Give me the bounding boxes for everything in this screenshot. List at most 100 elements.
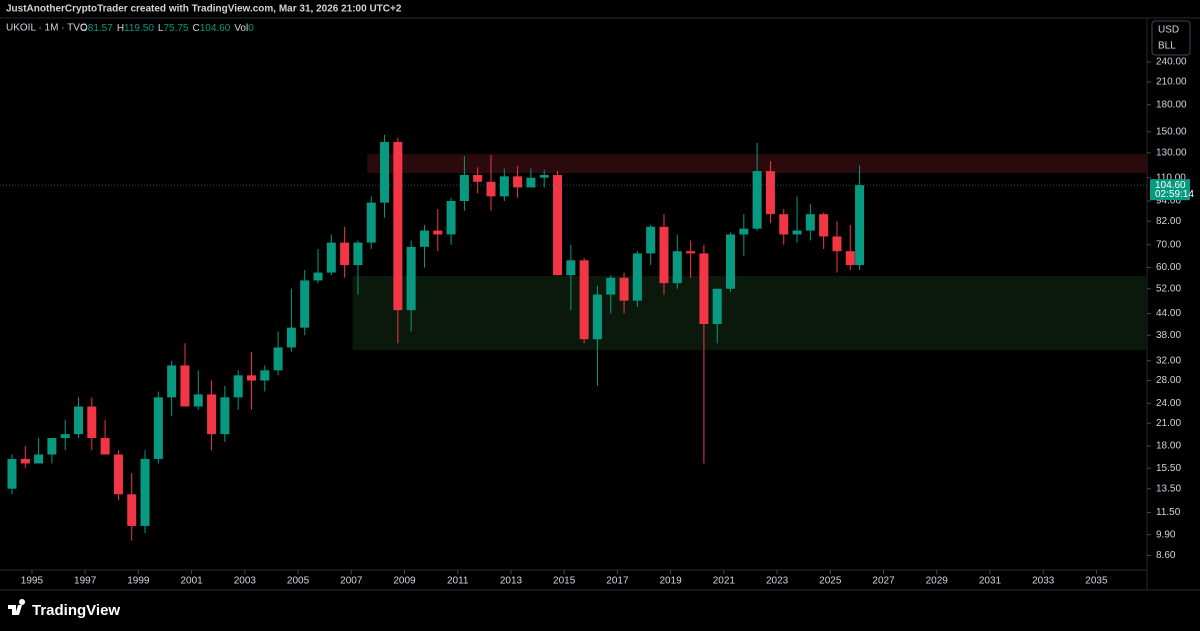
legend: UKOIL · 1M · TVC O81.57 H119.50 L75.75 C104…: [6, 23, 254, 34]
candle-body: [765, 171, 775, 215]
candle-body: [566, 260, 576, 276]
candle-body: [353, 242, 363, 266]
candle-body: [113, 454, 123, 495]
x-tick-label: 2015: [553, 576, 576, 587]
candle-body: [60, 434, 70, 439]
x-tick-label: 2025: [819, 576, 842, 587]
x-tick-label: 2033: [1032, 576, 1055, 587]
candle-body: [699, 253, 709, 324]
candle-body: [380, 141, 390, 203]
x-tick-label: 2005: [287, 576, 310, 587]
candle-body: [127, 494, 137, 526]
currency[interactable]: USD: [1158, 25, 1179, 36]
ohlc-legend: O81.57 H119.50 L75.75 C104.60 Vol0: [80, 23, 254, 34]
x-tick-label: 2013: [500, 576, 523, 587]
candle-body: [499, 176, 509, 197]
x-tick-label: 2035: [1085, 576, 1108, 587]
ohlc-key: H: [117, 23, 124, 34]
candle-body: [726, 234, 736, 289]
ohlc-value: 104.60: [200, 23, 231, 34]
x-tick-label: 2011: [447, 576, 469, 587]
logo[interactable]: TradingView: [32, 602, 120, 619]
candle-body: [473, 175, 483, 182]
candle-body: [20, 458, 30, 464]
last-price-label: 104.60: [1155, 180, 1186, 191]
candle-body: [193, 394, 203, 407]
candle-body: [153, 397, 163, 459]
ohlc-key: C: [192, 23, 199, 34]
candle-body: [260, 370, 270, 381]
x-tick-label: 1999: [127, 576, 150, 587]
candle-body: [659, 226, 669, 284]
y-tick-label: 240.00: [1156, 57, 1187, 68]
candle-body: [486, 181, 496, 197]
symbol-title: UKOIL · 1M · TVC: [6, 23, 87, 34]
candle-body: [513, 176, 523, 188]
zone: [352, 275, 1148, 351]
candle-body: [632, 253, 642, 301]
candle-body: [646, 226, 656, 254]
y-tick-label: 150.00: [1156, 126, 1187, 137]
candle-body: [87, 406, 97, 439]
candle-body: [553, 175, 563, 276]
candle-body: [326, 242, 336, 273]
candle-body: [100, 438, 110, 455]
x-tick-label: 2027: [872, 576, 895, 587]
x-tick-label: 1997: [74, 576, 97, 587]
candle-body: [619, 277, 629, 301]
ohlc-key: O: [80, 23, 88, 34]
x-tick-label: 1995: [21, 576, 44, 587]
y-tick-label: 70.00: [1156, 239, 1181, 250]
candle-body: [233, 375, 243, 398]
y-tick-label: 44.00: [1156, 308, 1181, 319]
candle-body: [34, 454, 44, 464]
candle-body: [433, 230, 443, 235]
y-tick-label: 180.00: [1156, 99, 1187, 110]
y-tick-label: 15.50: [1156, 463, 1181, 474]
candle-body: [140, 458, 150, 526]
countdown: 02:59:14: [1155, 189, 1194, 200]
candle-body: [74, 406, 84, 435]
x-tick-label: 2007: [340, 576, 363, 587]
x-tick-label: 2021: [713, 576, 736, 587]
ohlc-value: 119.50: [124, 23, 154, 34]
x-tick-label: 2017: [606, 576, 629, 587]
candle-body: [832, 236, 842, 252]
candle-body: [779, 214, 789, 235]
x-tick-label: 2029: [926, 576, 949, 587]
candle-body: [819, 214, 829, 237]
y-tick-label: 8.60: [1156, 550, 1176, 561]
candle-body: [313, 272, 323, 281]
candle-body: [539, 175, 549, 178]
candle-body: [686, 251, 696, 254]
candles: [7, 134, 865, 541]
last-price-tag: [1150, 179, 1190, 201]
y-tick-label: 82.00: [1156, 216, 1181, 227]
y-tick-label: 9.90: [1156, 529, 1176, 540]
candle-body: [855, 185, 865, 266]
candle-body: [167, 365, 177, 398]
ohlc-key: Vol: [234, 23, 248, 34]
candle-body: [393, 141, 403, 311]
y-tick-label: 21.00: [1156, 418, 1181, 429]
y-tick-label: 210.00: [1156, 76, 1187, 87]
candle-body: [47, 438, 57, 455]
candle-body: [220, 397, 230, 435]
x-tick-label: 2023: [766, 576, 789, 587]
y-tick-label: 110.00: [1156, 172, 1186, 183]
candle-body: [286, 327, 296, 348]
candle-body: [366, 202, 376, 243]
candle-body: [446, 200, 456, 235]
y-tick-label: 28.00: [1156, 375, 1181, 386]
candle-body: [406, 246, 416, 311]
x-tick-label: 2003: [234, 576, 257, 587]
y-tick-label: 32.00: [1156, 355, 1181, 366]
unit-box[interactable]: [1151, 20, 1191, 56]
candle-body: [459, 175, 469, 201]
candle-body: [752, 171, 762, 229]
candle-body: [273, 347, 283, 371]
candle-body: [845, 251, 855, 266]
candle-body: [739, 228, 749, 235]
unit[interactable]: BLL: [1158, 41, 1176, 52]
